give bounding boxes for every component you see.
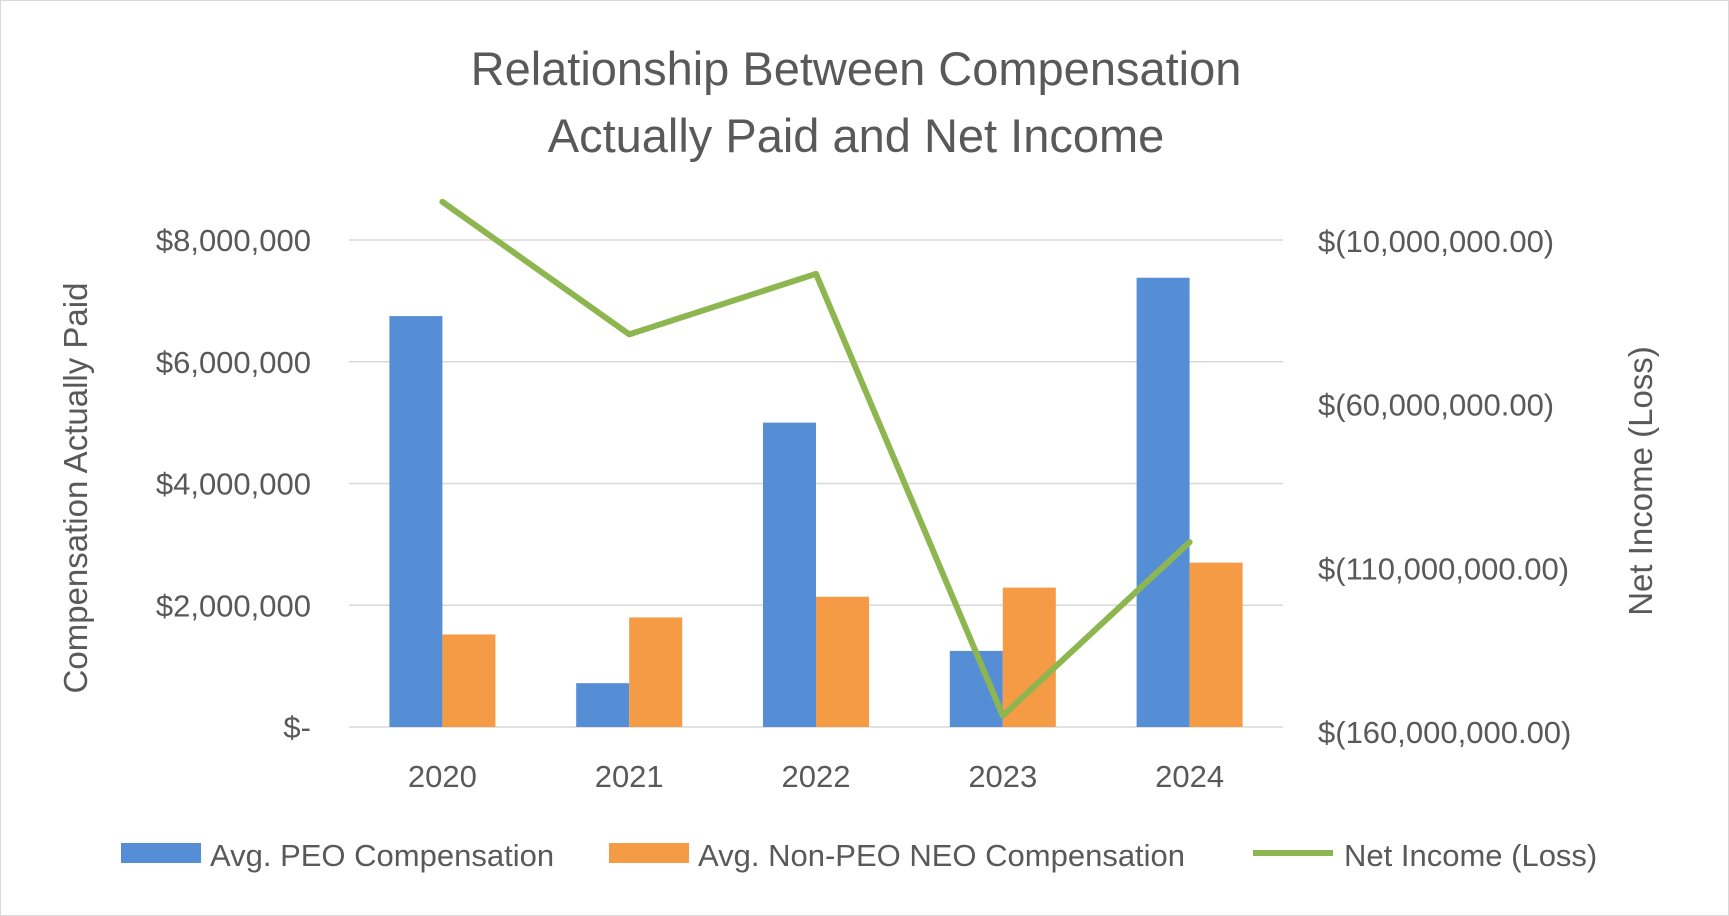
x-axis-ticks: 2020 2021 2022 2023 2024 (408, 759, 1224, 794)
x-tick-label: 2020 (408, 759, 477, 794)
y-tick-label: $8,000,000 (156, 223, 311, 258)
y2-tick-label: $(110,000,000.00) (1318, 551, 1569, 586)
legend-label-peo: Avg. PEO Compensation (210, 838, 554, 873)
x-tick-label: 2022 (782, 759, 851, 794)
y-tick-label: $6,000,000 (156, 345, 311, 380)
net-income-line (439, 198, 1193, 719)
chart-title-line-1: Relationship Between Compensation (471, 42, 1242, 95)
net-income-polyline (439, 198, 1193, 719)
x-tick-label: 2021 (595, 759, 664, 794)
legend-swatch-peo (121, 843, 201, 863)
bar-non-peo-2020 (442, 634, 496, 727)
bar-peo-2021 (576, 683, 630, 727)
y-tick-label: $- (283, 710, 311, 745)
y2-tick-label: $(10,000,000.00) (1318, 224, 1554, 259)
bar-non-peo-2021 (629, 617, 683, 727)
legend-label-non-peo: Avg. Non-PEO NEO Compensation (698, 838, 1185, 873)
bar-non-peo-2024 (1189, 562, 1243, 727)
x-tick-label: 2023 (968, 759, 1037, 794)
bar-peo-2020 (389, 316, 443, 727)
y-tick-label: $4,000,000 (156, 467, 311, 502)
bar-peo-2022 (763, 422, 816, 727)
bars (389, 277, 1243, 727)
y2-tick-label: $(160,000,000.00) (1318, 715, 1571, 750)
y-tick-label: $2,000,000 (156, 588, 311, 623)
y2-tick-label: $(60,000,000.00) (1318, 388, 1554, 423)
legend: Avg. PEO Compensation Avg. Non-PEO NEO C… (121, 838, 1597, 873)
bar-peo-2023 (949, 650, 1003, 727)
legend-label-net-income: Net Income (Loss) (1344, 838, 1597, 873)
bar-peo-2024 (1136, 277, 1190, 727)
right-axis-title: Net Income (Loss) (1622, 346, 1659, 616)
chart-title-line-2: Actually Paid and Net Income (548, 109, 1165, 162)
right-axis-ticks: $(10,000,000.00) $(60,000,000.00) $(110,00… (1318, 224, 1571, 750)
bar-non-peo-2022 (816, 596, 869, 727)
legend-swatch-non-peo (609, 843, 689, 863)
left-axis-title: Compensation Actually Paid (57, 283, 94, 694)
left-axis-ticks: $- $2,000,000 $4,000,000 $6,000,000 $8,000,0… (156, 223, 311, 745)
x-tick-label: 2024 (1155, 759, 1224, 794)
